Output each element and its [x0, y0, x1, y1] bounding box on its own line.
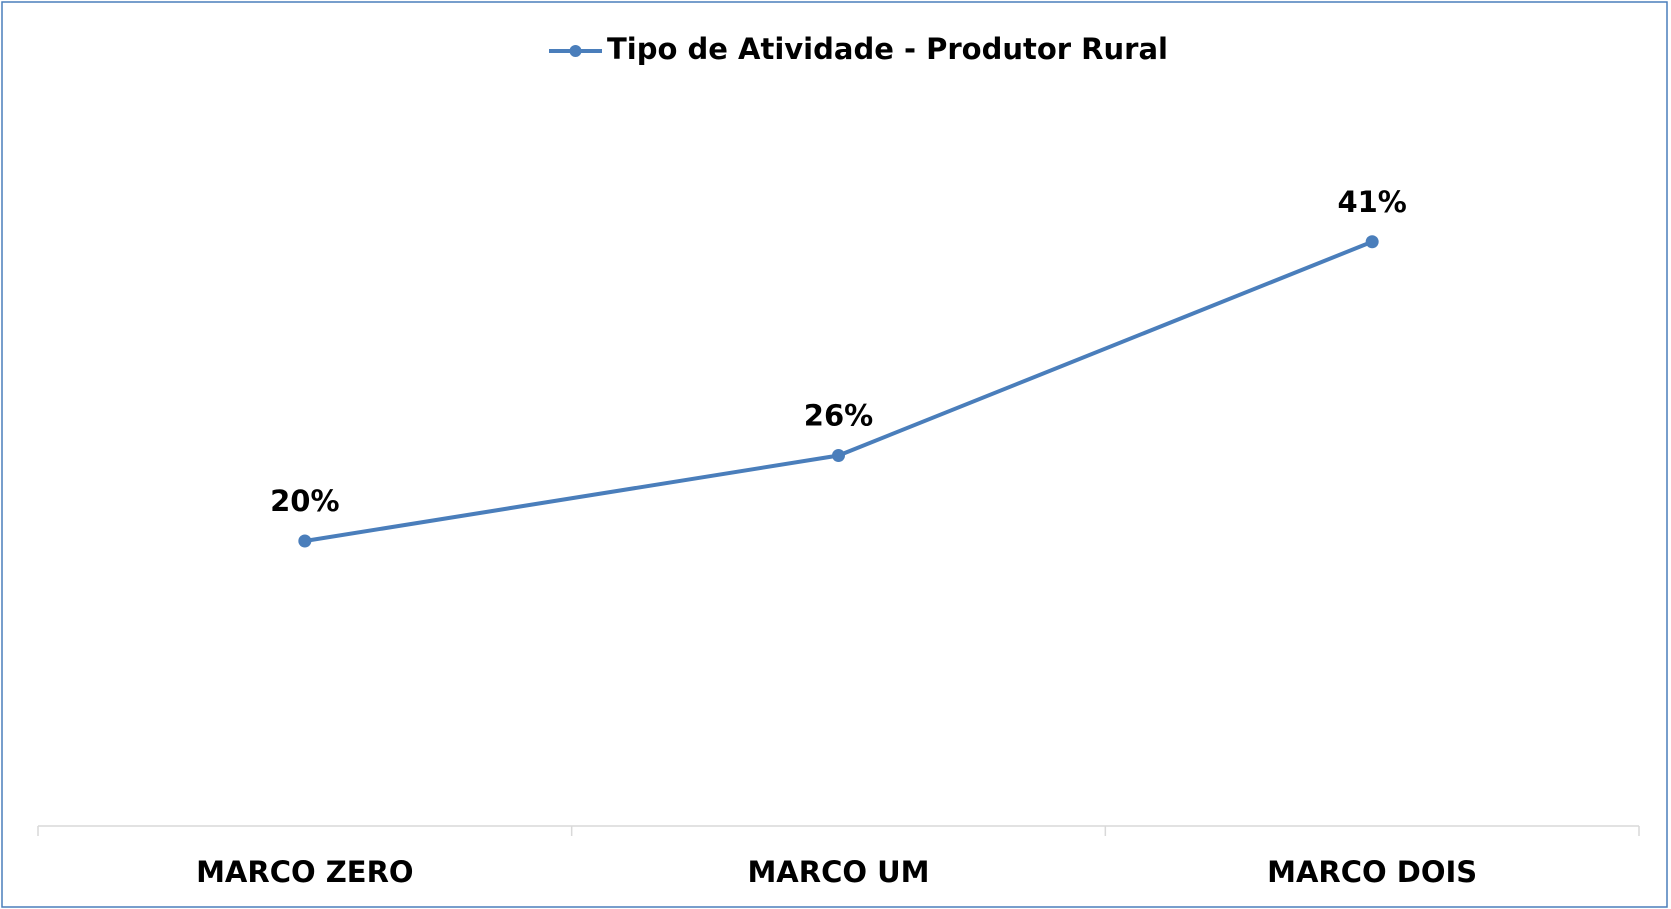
point	[298, 534, 312, 548]
point	[832, 449, 845, 462]
data-label: 26%	[804, 399, 873, 433]
point	[1365, 235, 1379, 249]
data-label: 41%	[1337, 185, 1406, 219]
x-tick-label: MARCO ZERO	[196, 855, 414, 889]
x-tick-label: MARCO DOIS	[1267, 855, 1477, 889]
data-label: 20%	[270, 484, 339, 518]
legend-label: Tipo de Atividade - Produtor Rural	[607, 32, 1168, 66]
x-tick-label: MARCO UM	[747, 855, 929, 889]
legend-marker	[569, 45, 582, 57]
